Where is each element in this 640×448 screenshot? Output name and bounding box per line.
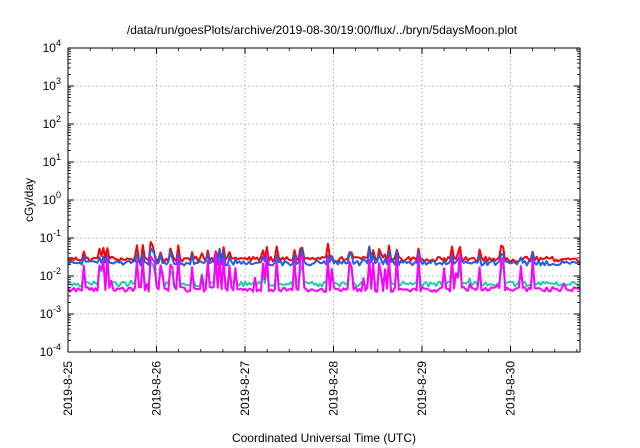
- series-layer: [67, 241, 581, 293]
- y-tick-label: 102: [43, 114, 61, 131]
- x-tick-label: 2019-8-27: [238, 361, 252, 416]
- y-tick-label: 104: [43, 38, 61, 55]
- x-tick-label: 2019-8-26: [150, 361, 164, 416]
- x-tick-label: 2019-8-30: [504, 361, 518, 416]
- y-tick-label: 103: [43, 76, 61, 93]
- series-line: [67, 252, 581, 293]
- y-tick-label: 10-2: [40, 266, 61, 283]
- x-axis-label: Coordinated Universal Time (UTC): [232, 431, 416, 445]
- x-tick-label: 2019-8-29: [415, 361, 429, 416]
- series-line: [67, 246, 581, 267]
- grid: [68, 48, 580, 352]
- y-tick-label: 10-4: [40, 342, 61, 359]
- ticks: [67, 47, 580, 353]
- series-line: [67, 241, 581, 263]
- y-axis-label: cGy/day: [22, 178, 36, 222]
- y-tick-label: 10-3: [40, 304, 61, 321]
- x-tick-label: 2019-8-25: [61, 361, 75, 416]
- series-line: [67, 259, 581, 288]
- y-tick-label: 10-1: [40, 228, 61, 245]
- x-tick-labels: 2019-8-25 2019-8-26 2019-8-27 2019-8-28 2019…: [61, 361, 518, 416]
- x-tick-label: 2019-8-28: [327, 361, 341, 416]
- y-tick-label: 100: [43, 190, 61, 207]
- y-tick-label: 101: [43, 152, 61, 169]
- y-tick-labels: 10-4 10-3 10-2 10-1 100 101 102 103 104: [40, 38, 61, 359]
- chart-title: /data/run/goesPlots/archive/2019-08-30/1…: [127, 23, 518, 37]
